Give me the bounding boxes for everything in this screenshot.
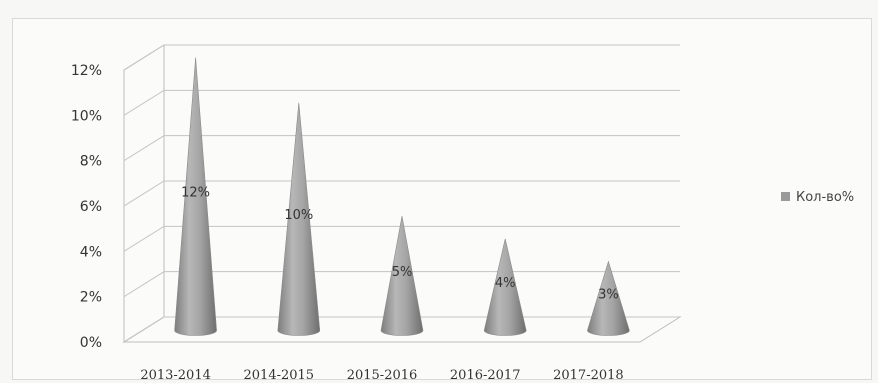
legend-label: Кол-во% [796,190,854,205]
x-tick-label: 2016-2017 [450,368,521,383]
legend-swatch [781,192,790,201]
cone-bar [587,260,630,336]
y-tick-label: 12% [71,63,102,79]
x-tick-label: 2013-2014 [140,368,211,383]
data-label: 4% [495,276,516,291]
cone-bar [174,57,217,336]
data-label: 10% [284,208,313,223]
chart-frame [12,18,872,380]
x-tick-label: 2015-2016 [347,368,418,383]
data-labels: 12% 10% 5% 4% 3% [181,186,619,303]
y-tick-label: 8% [80,154,102,170]
gridline [123,89,680,116]
y-tick-label: 0% [80,335,102,351]
y-tick-label: 6% [80,199,102,215]
y-tick-label: 2% [80,290,102,306]
y-tick-label: 10% [71,108,102,124]
cone-bar [277,102,321,336]
gridlines [123,44,680,343]
x-tick-label: 2014-2015 [244,368,315,383]
legend: Кол-во% [781,190,854,205]
cone-bar [380,216,424,336]
data-label: 5% [392,265,413,280]
y-tick-label: 4% [80,244,102,260]
x-axis-ticks: 2013-2014 2014-2015 2015-2016 2016-2017 2017… [140,368,623,383]
gridline [123,44,680,71]
y-axis-ticks: 0% 2% 4% 6% 8% 10% 12% [71,63,102,351]
gridline [123,180,680,207]
gridline [123,225,680,252]
gridline [123,135,680,162]
cone-bar [483,238,527,336]
cones [174,57,630,336]
data-label: 3% [598,288,619,303]
x-tick-label: 2017-2018 [553,368,624,383]
data-label: 12% [181,186,210,201]
